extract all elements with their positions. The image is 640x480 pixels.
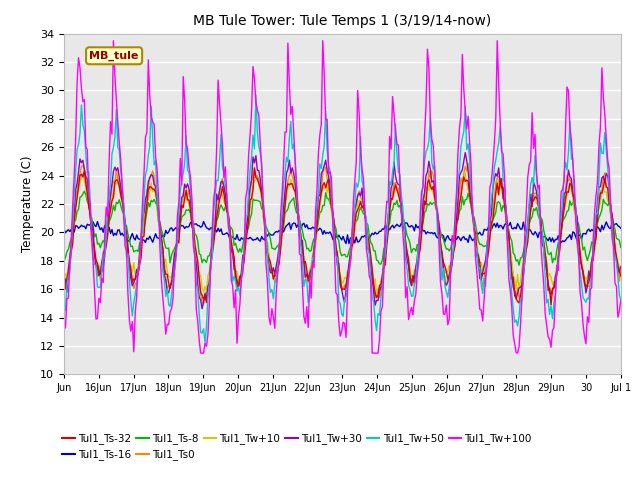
Tul1_Ts-32 (617, 273, 625, 279)
Tul1_Tw+30 (458, 167, 466, 173)
Tul1_Tw+50 (349, 216, 357, 222)
Tul1_Ts0 (617, 270, 625, 276)
Tul1_Tw+10 (617, 270, 625, 276)
Tul1_Tw+100 (617, 297, 625, 303)
Tul1_Ts-8 (617, 244, 625, 250)
Tul1_Ts0 (200, 301, 207, 307)
Line: Tul1_Ts-16: Tul1_Ts-16 (64, 221, 621, 243)
Tul1_Tw+30 (617, 264, 625, 269)
Tul1_Tw+30 (60, 279, 68, 285)
Tul1_Ts-8 (81, 188, 88, 194)
Tul1_Ts-16 (79, 224, 87, 229)
Tul1_Tw+10 (79, 170, 87, 176)
Tul1_Ts-32 (458, 182, 466, 188)
Tul1_Ts-8 (98, 240, 106, 246)
Tul1_Tw+10 (461, 170, 469, 176)
Tul1_Ts-16 (616, 224, 623, 229)
Tul1_Ts-16 (342, 240, 350, 246)
Tul1_Tw+30 (543, 266, 550, 272)
Tul1_Ts-32 (79, 174, 87, 180)
Tul1_Ts-32 (251, 165, 259, 171)
Tul1_Tw+10 (346, 248, 354, 254)
Tul1_Tw+30 (616, 270, 623, 276)
Line: Tul1_Tw+30: Tul1_Tw+30 (64, 153, 621, 309)
Tul1_Tw+50 (460, 129, 468, 134)
Tul1_Ts-32 (616, 268, 623, 274)
Line: Tul1_Tw+50: Tul1_Tw+50 (64, 95, 621, 342)
Tul1_Ts-16 (296, 218, 303, 224)
Tul1_Tw+50 (617, 297, 625, 302)
Tul1_Ts-8 (348, 232, 356, 238)
Tul1_Ts-16 (349, 236, 357, 242)
Tul1_Ts0 (458, 180, 466, 186)
Tul1_Ts-16 (60, 226, 68, 232)
Tul1_Ts-8 (543, 243, 550, 249)
Tul1_Tw+50 (616, 292, 623, 298)
Tul1_Tw+100 (197, 350, 205, 356)
Tul1_Tw+50 (252, 92, 260, 98)
Tul1_Ts0 (97, 277, 104, 283)
Tul1_Tw+30 (461, 150, 469, 156)
Tul1_Tw+50 (201, 339, 209, 345)
Tul1_Ts-8 (616, 238, 623, 243)
Tul1_Tw+10 (372, 291, 380, 297)
Tul1_Ts-32 (97, 272, 104, 277)
Legend: Tul1_Ts-32, Tul1_Ts-16, Tul1_Ts-8, Tul1_Ts0, Tul1_Tw+10, Tul1_Tw+30, Tul1_Tw+50,: Tul1_Ts-32, Tul1_Ts-16, Tul1_Ts-8, Tul1_… (58, 429, 536, 465)
Tul1_Tw+30 (97, 270, 104, 276)
Tul1_Ts-8 (458, 193, 466, 199)
Tul1_Ts-8 (79, 191, 87, 197)
Tul1_Tw+30 (348, 233, 356, 239)
Line: Tul1_Ts-32: Tul1_Ts-32 (64, 168, 621, 305)
Tul1_Ts-16 (97, 227, 104, 233)
Line: Tul1_Ts-8: Tul1_Ts-8 (64, 191, 621, 265)
Tul1_Ts-32 (541, 251, 549, 256)
Tul1_Tw+100 (616, 309, 623, 314)
Tul1_Tw+30 (198, 306, 206, 312)
Tul1_Tw+50 (543, 300, 550, 306)
Tul1_Tw+50 (97, 284, 104, 290)
Tul1_Tw+100 (543, 322, 550, 328)
Tul1_Ts0 (348, 243, 356, 249)
Tul1_Tw+100 (97, 300, 104, 305)
Tul1_Ts-32 (60, 285, 68, 291)
Tul1_Ts0 (616, 278, 623, 284)
Tul1_Ts0 (60, 284, 68, 290)
Tul1_Tw+100 (79, 99, 87, 105)
Tul1_Ts-32 (547, 302, 555, 308)
Tul1_Ts-32 (348, 244, 356, 250)
Text: MB_tule: MB_tule (90, 51, 139, 61)
Title: MB Tule Tower: Tule Temps 1 (3/19/14-now): MB Tule Tower: Tule Temps 1 (3/19/14-now… (193, 14, 492, 28)
Tul1_Tw+100 (460, 86, 468, 92)
Tul1_Tw+10 (458, 180, 466, 186)
Tul1_Ts0 (464, 160, 472, 166)
Tul1_Tw+50 (79, 122, 87, 128)
Line: Tul1_Tw+100: Tul1_Tw+100 (64, 41, 621, 353)
Tul1_Tw+100 (349, 200, 357, 206)
Tul1_Tw+50 (60, 310, 68, 315)
Y-axis label: Temperature (C): Temperature (C) (22, 156, 35, 252)
Tul1_Tw+100 (60, 321, 68, 326)
Tul1_Tw+10 (60, 276, 68, 282)
Tul1_Tw+10 (616, 266, 623, 272)
Tul1_Ts-16 (543, 236, 550, 242)
Tul1_Ts0 (543, 267, 550, 273)
Line: Tul1_Tw+10: Tul1_Tw+10 (64, 173, 621, 294)
Tul1_Ts0 (79, 163, 87, 169)
Tul1_Tw+30 (79, 157, 87, 163)
Tul1_Tw+100 (109, 38, 117, 44)
Line: Tul1_Ts0: Tul1_Ts0 (64, 163, 621, 304)
Tul1_Ts-16 (617, 226, 625, 231)
Tul1_Ts-8 (60, 258, 68, 264)
Tul1_Ts-8 (515, 262, 523, 268)
Tul1_Tw+10 (543, 259, 550, 264)
Tul1_Ts-16 (460, 234, 468, 240)
Tul1_Tw+10 (97, 264, 104, 269)
